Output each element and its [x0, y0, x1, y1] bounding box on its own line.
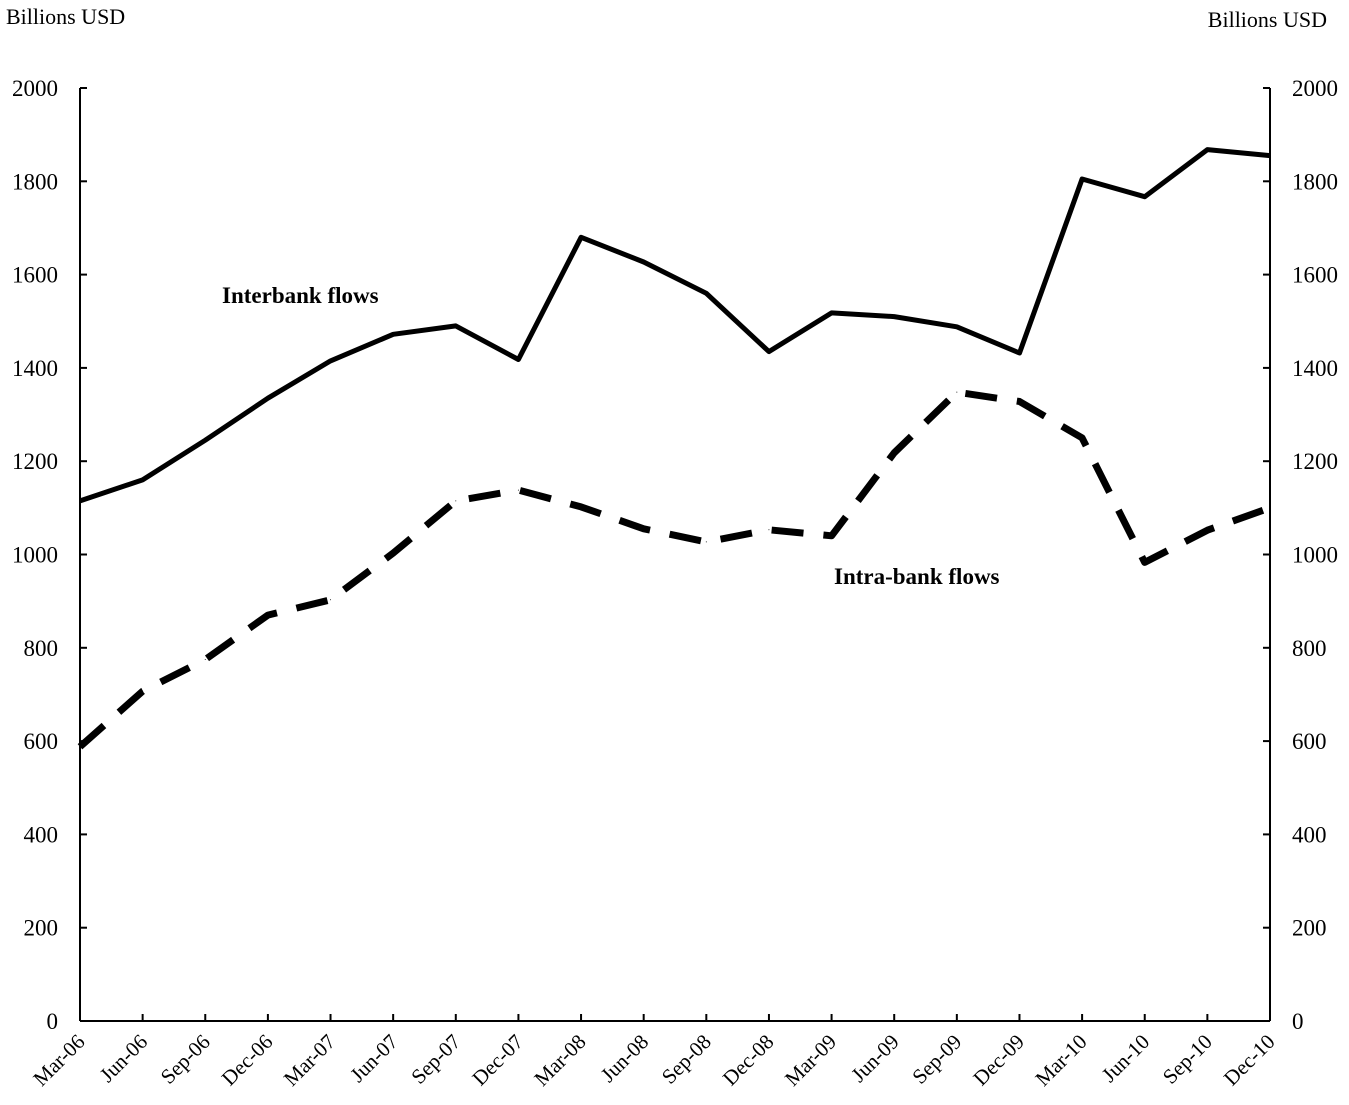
left-y-tick-label: 200: [24, 916, 59, 941]
interbank-data-point: [643, 261, 645, 263]
left-y-tick-label: 800: [24, 636, 59, 661]
left-y-tick-label: 1800: [12, 169, 58, 194]
intrabank-data-point: [1269, 507, 1271, 509]
intrabank-data-point: [455, 500, 457, 502]
interbank-data-point: [330, 360, 332, 362]
interbank-data-point: [1269, 155, 1271, 157]
intrabank-data-point: [204, 658, 206, 660]
interbank-data-point: [142, 479, 144, 481]
axes: 0 0 200 200 400 400 600 600 800 800 1000 1000 1200 12…: [12, 76, 1338, 1091]
x-tick-label: Jun-09: [846, 1030, 903, 1087]
left-y-tick-label: 1200: [12, 449, 58, 474]
intrabank-data-point: [1206, 529, 1208, 531]
intrabank-data-point: [643, 528, 645, 530]
x-tick-label: Mar-06: [28, 1030, 89, 1091]
interbank-series-label: Interbank flows: [222, 283, 379, 308]
right-y-tick-label: 2000: [1292, 76, 1338, 101]
left-y-tick-label: 1000: [12, 543, 58, 568]
left-y-tick-label: 1600: [12, 263, 58, 288]
intrabank-data-point: [831, 535, 833, 537]
right-y-tick-label: 200: [1292, 916, 1327, 941]
left-axis-unit-label: Billions USD: [6, 4, 126, 29]
left-y-tick-label: 2000: [12, 76, 58, 101]
right-y-tick-label: 1400: [1292, 356, 1338, 381]
intrabank-series-label: Intra-bank flows: [834, 564, 1000, 589]
interbank-data-point: [1081, 178, 1083, 180]
interbank-data-point: [831, 312, 833, 314]
intrabank-data-point: [517, 489, 519, 491]
intrabank-data-point: [768, 529, 770, 531]
right-axis-unit-label: Billions USD: [1207, 7, 1327, 32]
x-tick-label: Jun-08: [596, 1030, 653, 1087]
x-tick-label: Mar-10: [1030, 1030, 1091, 1091]
x-tick-label: Sep-06: [156, 1030, 215, 1089]
interbank-data-point: [768, 351, 770, 353]
interbank-data-point: [204, 439, 206, 441]
left-y-tick-label: 1400: [12, 356, 58, 381]
x-tick-label: Dec-07: [467, 1030, 528, 1091]
interbank-data-point: [956, 326, 958, 328]
interbank-data-point: [1018, 352, 1020, 354]
interbank-data-point: [1206, 149, 1208, 151]
x-tick-label: Dec-09: [968, 1030, 1029, 1091]
interbank-data-point: [455, 325, 457, 327]
intrabank-data-point: [392, 552, 394, 554]
interbank-data-point: [705, 292, 707, 294]
x-tick-label: Sep-10: [1158, 1030, 1217, 1089]
intrabank-data-point: [1144, 561, 1146, 563]
interbank-data-point: [267, 397, 269, 399]
x-tick-label: Mar-09: [780, 1030, 841, 1091]
right-y-tick-label: 1200: [1292, 449, 1338, 474]
intrabank-data-point: [580, 506, 582, 508]
right-y-tick-label: 800: [1292, 636, 1327, 661]
interbank-data-point: [893, 316, 895, 318]
left-y-tick-label: 600: [24, 729, 59, 754]
x-tick-label: Dec-10: [1219, 1030, 1280, 1091]
x-tick-label: Dec-06: [217, 1030, 278, 1091]
x-tick-label: Mar-08: [529, 1030, 590, 1091]
left-y-tick-label: 0: [47, 1009, 59, 1034]
intrabank-data-point: [893, 452, 895, 454]
intrabank-data-point: [1081, 437, 1083, 439]
x-tick-label: Dec-08: [718, 1030, 779, 1091]
x-tick-label: Sep-09: [907, 1030, 966, 1089]
interbank-data-point: [517, 359, 519, 361]
series-layer: [77, 147, 1272, 750]
right-y-tick-label: 0: [1292, 1009, 1304, 1034]
interbank-flows-line: [79, 147, 1271, 504]
intrabank-data-point: [79, 746, 81, 748]
interbank-data-point: [79, 500, 81, 502]
intrabank-flows-line: [77, 388, 1272, 750]
x-tick-label: Jun-07: [345, 1030, 402, 1087]
interbank-data-point: [580, 236, 582, 238]
x-tick-label: Jun-06: [95, 1030, 152, 1087]
x-tick-label: Sep-07: [406, 1030, 465, 1089]
right-y-tick-label: 1800: [1292, 169, 1338, 194]
intrabank-data-point: [142, 690, 144, 692]
right-y-tick-label: 400: [1292, 822, 1327, 847]
interbank-data-point: [1144, 196, 1146, 198]
intrabank-data-point: [330, 599, 332, 601]
intrabank-data-point: [956, 391, 958, 393]
intrabank-data-point: [705, 541, 707, 543]
intrabank-data-point: [1018, 400, 1020, 402]
right-y-tick-label: 1000: [1292, 543, 1338, 568]
x-tick-label: Sep-08: [657, 1030, 716, 1089]
x-tick-label: Jun-10: [1097, 1030, 1154, 1087]
interbank-data-point: [392, 333, 394, 335]
intrabank-data-point: [267, 614, 269, 616]
left-y-tick-label: 400: [24, 822, 59, 847]
x-tick-label: Mar-07: [279, 1030, 340, 1091]
right-y-tick-label: 1600: [1292, 263, 1338, 288]
right-y-tick-label: 600: [1292, 729, 1327, 754]
